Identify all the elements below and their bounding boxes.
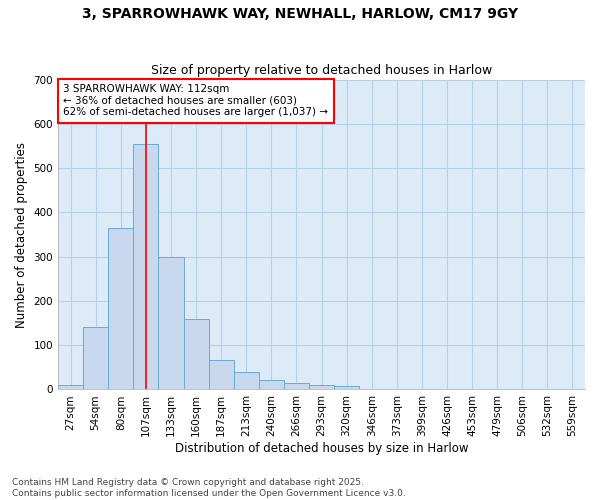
Title: Size of property relative to detached houses in Harlow: Size of property relative to detached ho… xyxy=(151,64,492,77)
Bar xyxy=(184,318,209,390)
Bar xyxy=(334,386,359,390)
Y-axis label: Number of detached properties: Number of detached properties xyxy=(15,142,28,328)
Bar xyxy=(284,383,309,390)
Bar xyxy=(108,228,133,390)
Bar xyxy=(359,388,384,390)
Bar xyxy=(259,380,284,390)
Text: Contains HM Land Registry data © Crown copyright and database right 2025.
Contai: Contains HM Land Registry data © Crown c… xyxy=(12,478,406,498)
Bar xyxy=(58,385,83,390)
Bar xyxy=(309,385,334,390)
Bar xyxy=(233,372,259,390)
Bar xyxy=(83,328,108,390)
Text: 3, SPARROWHAWK WAY, NEWHALL, HARLOW, CM17 9GY: 3, SPARROWHAWK WAY, NEWHALL, HARLOW, CM1… xyxy=(82,8,518,22)
Bar xyxy=(209,360,233,390)
Bar xyxy=(133,144,158,390)
Text: 3 SPARROWHAWK WAY: 112sqm
← 36% of detached houses are smaller (603)
62% of semi: 3 SPARROWHAWK WAY: 112sqm ← 36% of detac… xyxy=(64,84,328,117)
Bar xyxy=(158,256,184,390)
X-axis label: Distribution of detached houses by size in Harlow: Distribution of detached houses by size … xyxy=(175,442,468,455)
